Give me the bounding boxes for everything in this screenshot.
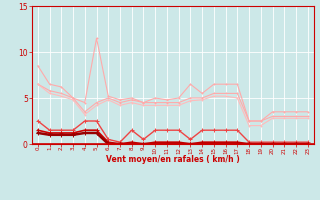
X-axis label: Vent moyen/en rafales ( km/h ): Vent moyen/en rafales ( km/h ) [106, 155, 240, 164]
